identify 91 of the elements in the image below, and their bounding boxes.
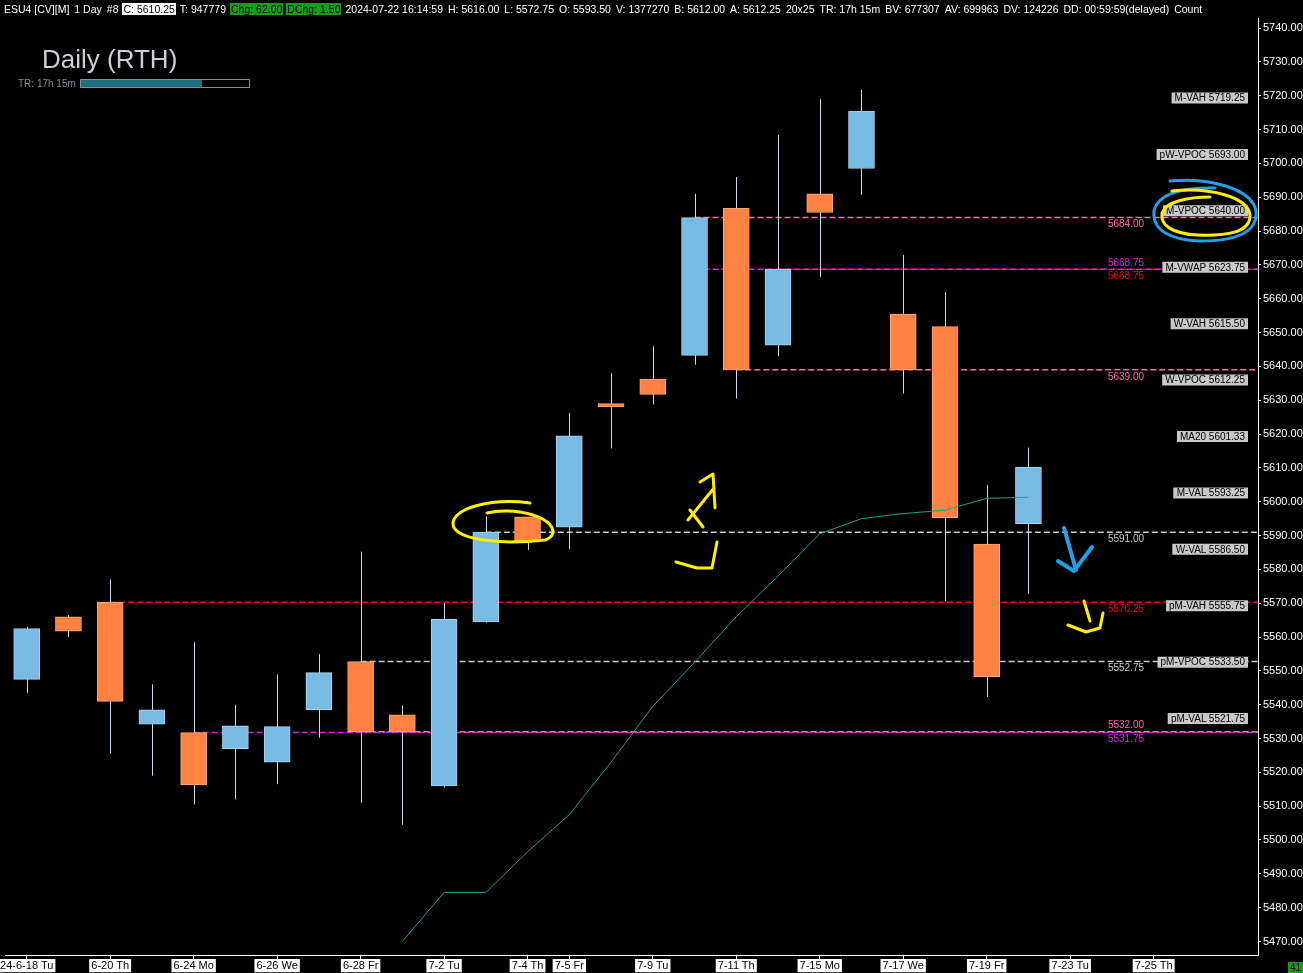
annotation: pM-VAL 5521.75	[1171, 712, 1246, 724]
text: ESU4 [CV][M]	[3, 3, 71, 15]
y-tick-label: 5720.00	[1263, 88, 1303, 101]
y-tick-label: 5640.00	[1263, 359, 1303, 372]
annotation: W-VAH 5615.50	[1173, 317, 1246, 329]
y-tick-label: 5610.00	[1263, 460, 1303, 473]
y-tick-label: 5470.00	[1263, 934, 1303, 947]
ref-line-label: 5531.75	[1107, 733, 1145, 745]
text: Chg: 62.00	[229, 3, 284, 15]
ref-line-label: 5570.25	[1107, 603, 1145, 615]
text: 2024-07-22 16:14:59	[344, 3, 444, 15]
annotation: W-VAL 5586.50	[1175, 543, 1246, 555]
x-tick-label: 7-23 Tu	[1051, 958, 1089, 971]
y-tick-label: 5660.00	[1263, 291, 1303, 304]
text: BV: 677307	[884, 3, 941, 15]
text: 41	[1287, 962, 1303, 973]
text: H: 5616.00	[447, 3, 501, 15]
text: DV: 124226	[1002, 3, 1060, 15]
text: A: 5612.25	[729, 3, 782, 15]
y-tick-label: 5630.00	[1263, 393, 1303, 406]
annotation: MA20 5601.33	[1179, 430, 1246, 442]
y-tick-label: 5520.00	[1263, 765, 1303, 778]
text: 1 Day	[73, 3, 103, 15]
x-tick-label: 24-6-18 Tu	[0, 958, 54, 971]
y-tick-label: 5650.00	[1263, 325, 1303, 338]
annotation: W-VPOC 5612.25	[1165, 374, 1246, 386]
text: B: 5612.00	[673, 3, 727, 15]
y-tick-label: 5540.00	[1263, 697, 1303, 710]
y-tick-label: 5570.00	[1263, 596, 1303, 609]
y-tick-label: 5700.00	[1263, 156, 1303, 169]
y-tick-label: 5670.00	[1263, 257, 1303, 270]
y-tick-label: 5730.00	[1263, 55, 1303, 68]
x-tick-label: 7-4 Th	[511, 958, 544, 971]
text: TR: 17h 15m	[818, 3, 882, 15]
y-tick-label: 5530.00	[1263, 731, 1303, 744]
text: DChg: 1.50	[286, 3, 342, 15]
x-tick-label: 7-9 Tu	[637, 958, 669, 971]
x-tick-label: 7-11 Th	[717, 958, 755, 971]
y-tick-label: 5710.00	[1263, 122, 1303, 135]
x-tick-label: 6-28 Fr	[342, 958, 379, 971]
x-tick-label: 7-5 Fr	[554, 958, 585, 971]
ref-line-label: 5552.75	[1107, 662, 1145, 674]
ref-line-label: 5639.00	[1107, 370, 1145, 382]
y-tick-label: 5500.00	[1263, 833, 1303, 846]
annotation: M-VAL 5593.25	[1176, 487, 1246, 499]
text: 20x25	[784, 3, 816, 15]
annotation: pM-VAH 5555.75	[1169, 600, 1246, 611]
annotation: M-VPOC 5640.00	[1166, 205, 1246, 217]
x-tick-label: 7-25 Th	[1134, 958, 1173, 971]
text: Count	[1173, 3, 1204, 15]
y-tick-label: 5560.00	[1263, 630, 1303, 643]
x-tick-label: 6-26 We	[256, 958, 298, 971]
x-tick-label: 7-15 Mo	[799, 958, 840, 971]
y-tick-label: 5490.00	[1263, 866, 1303, 879]
candlestick	[806, 98, 834, 278]
text: AV: 699963	[943, 3, 1000, 15]
ref-line-label: 5591.00	[1107, 532, 1145, 544]
x-tick-label: 7-19 Fr	[968, 958, 1005, 971]
x-tick-label: 7-2 Tu	[428, 958, 460, 971]
x-tick-label: 6-24 Mo	[173, 958, 214, 971]
candlestick	[597, 372, 625, 449]
text: O: 5593.50	[558, 3, 612, 15]
text: #8	[105, 3, 120, 15]
annotation: M-VWAP 5623.75	[1165, 261, 1246, 273]
y-tick-label: 5620.00	[1263, 427, 1303, 440]
y-tick-label: 5510.00	[1263, 799, 1303, 812]
annotation: pW-VPOC 5693.00	[1159, 148, 1246, 160]
y-tick-label: 5740.00	[1263, 21, 1303, 34]
text: Daily (RTH)	[42, 44, 178, 75]
text: C: 5610.25	[122, 3, 176, 15]
y-tick-label: 5690.00	[1263, 190, 1303, 203]
ref-line-label: 5684.00	[1107, 218, 1145, 230]
text: DD: 00:59:59(delayed)	[1062, 3, 1171, 15]
x-tick-label: 7-17 We	[882, 958, 924, 971]
x-tick-label: 6-20 Th	[91, 958, 130, 971]
y-tick-label: 5480.00	[1263, 900, 1303, 913]
ref-line-label: 5668.75	[1107, 269, 1145, 281]
text: T: 947779	[178, 3, 227, 15]
ref-line-label: 5532.00	[1107, 719, 1145, 731]
y-tick-label: 5680.00	[1263, 224, 1303, 237]
y-tick-label: 5580.00	[1263, 562, 1303, 575]
candlestick	[138, 683, 166, 777]
text: L: 5572.75	[503, 3, 555, 15]
text: V: 1377270	[614, 3, 671, 15]
y-tick-label: 5550.00	[1263, 663, 1303, 676]
annotation: pM-VPOC 5533.50	[1160, 656, 1246, 668]
ref-line-label: 5668.75	[1107, 256, 1145, 268]
y-tick-label: 5600.00	[1263, 494, 1303, 507]
annotation: M-VAH 5719.25	[1174, 92, 1246, 104]
y-tick-label: 5590.00	[1263, 528, 1303, 541]
text: TR: 17h 15m	[18, 78, 76, 89]
